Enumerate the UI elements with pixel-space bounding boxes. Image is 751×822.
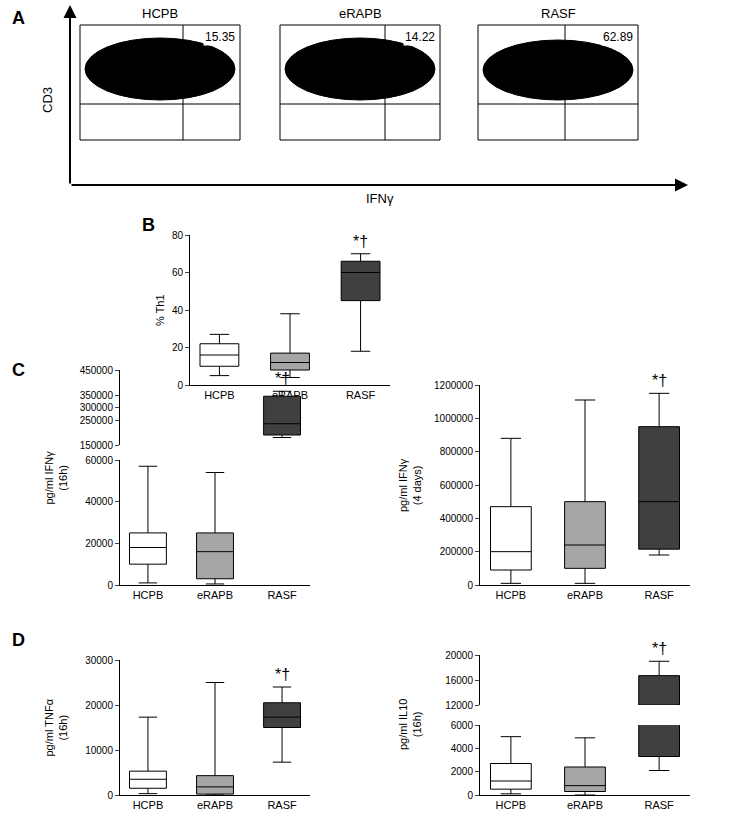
svg-text:20000: 20000 (85, 538, 113, 549)
svg-text:B: B (142, 215, 155, 235)
svg-text:1200000: 1200000 (434, 380, 473, 391)
svg-text:15.35: 15.35 (205, 30, 235, 44)
svg-text:eRAPB: eRAPB (197, 589, 233, 601)
svg-text:62.89: 62.89 (603, 30, 633, 44)
svg-text:0: 0 (467, 790, 473, 801)
svg-text:800000: 800000 (440, 446, 474, 457)
svg-text:20000: 20000 (445, 650, 473, 661)
svg-text:20: 20 (172, 342, 184, 353)
svg-text:eRAPB: eRAPB (339, 6, 382, 21)
svg-text:40: 40 (172, 305, 184, 316)
svg-text:200000: 200000 (440, 546, 474, 557)
svg-text:eRAPB: eRAPB (272, 389, 308, 401)
svg-text:60: 60 (172, 267, 184, 278)
svg-text:450000: 450000 (80, 365, 114, 376)
svg-text:16000: 16000 (445, 675, 473, 686)
svg-text:30000: 30000 (85, 655, 113, 666)
svg-text:A: A (12, 8, 25, 28)
svg-text:250000: 250000 (80, 415, 114, 426)
svg-text:0: 0 (107, 790, 113, 801)
svg-text:0: 0 (177, 380, 183, 391)
svg-text:IFNγ: IFNγ (366, 191, 394, 206)
svg-text:eRAPB: eRAPB (567, 799, 603, 811)
svg-text:350000: 350000 (80, 390, 114, 401)
svg-text:RASF: RASF (346, 389, 376, 401)
svg-text:pg/ml TNFα(16h): pg/ml TNFα(16h) (43, 698, 69, 756)
svg-text:10000: 10000 (85, 745, 113, 756)
svg-text:600000: 600000 (440, 480, 474, 491)
svg-text:60000: 60000 (85, 455, 113, 466)
svg-text:eRAPB: eRAPB (567, 589, 603, 601)
svg-text:2000: 2000 (451, 766, 474, 777)
svg-text:HCPB: HCPB (142, 6, 178, 21)
svg-text:*†: *† (652, 372, 667, 389)
svg-text:RASF: RASF (644, 799, 674, 811)
svg-text:HCPB: HCPB (496, 589, 527, 601)
svg-text:20000: 20000 (85, 700, 113, 711)
svg-text:0: 0 (467, 580, 473, 591)
svg-text:RASF: RASF (267, 589, 297, 601)
svg-text:150000: 150000 (80, 440, 114, 451)
svg-text:D: D (12, 630, 25, 650)
svg-text:pg/ml IFNγ(4 days): pg/ml IFNγ(4 days) (397, 458, 423, 512)
svg-text:pg/ml IFNγ(16h): pg/ml IFNγ(16h) (43, 451, 69, 505)
svg-text:HCPB: HCPB (133, 799, 164, 811)
svg-text:CD3: CD3 (40, 87, 55, 113)
svg-text:12000: 12000 (445, 700, 473, 711)
svg-text:300000: 300000 (80, 402, 114, 413)
svg-text:400000: 400000 (440, 513, 474, 524)
svg-text:eRAPB: eRAPB (197, 799, 233, 811)
svg-text:RASF: RASF (267, 799, 297, 811)
svg-text:0: 0 (107, 580, 113, 591)
svg-text:% Th1: % Th1 (154, 294, 166, 326)
svg-text:40000: 40000 (85, 496, 113, 507)
svg-text:*†: *† (275, 370, 290, 387)
svg-text:RASF: RASF (644, 589, 674, 601)
svg-text:*†: *† (353, 233, 368, 250)
svg-text:4000: 4000 (451, 743, 474, 754)
svg-text:HCPB: HCPB (496, 799, 527, 811)
svg-text:80: 80 (172, 230, 184, 241)
svg-text:6000: 6000 (451, 720, 474, 731)
svg-text:*†: *† (652, 640, 667, 657)
svg-text:RASF: RASF (541, 6, 576, 21)
svg-text:HCPB: HCPB (204, 389, 235, 401)
svg-text:C: C (12, 360, 25, 380)
svg-text:1000000: 1000000 (434, 413, 473, 424)
svg-text:HCPB: HCPB (133, 589, 164, 601)
svg-text:*†: *† (275, 666, 290, 683)
svg-text:14.22: 14.22 (405, 30, 435, 44)
svg-text:pg/ml IL10(16h): pg/ml IL10(16h) (397, 699, 423, 750)
